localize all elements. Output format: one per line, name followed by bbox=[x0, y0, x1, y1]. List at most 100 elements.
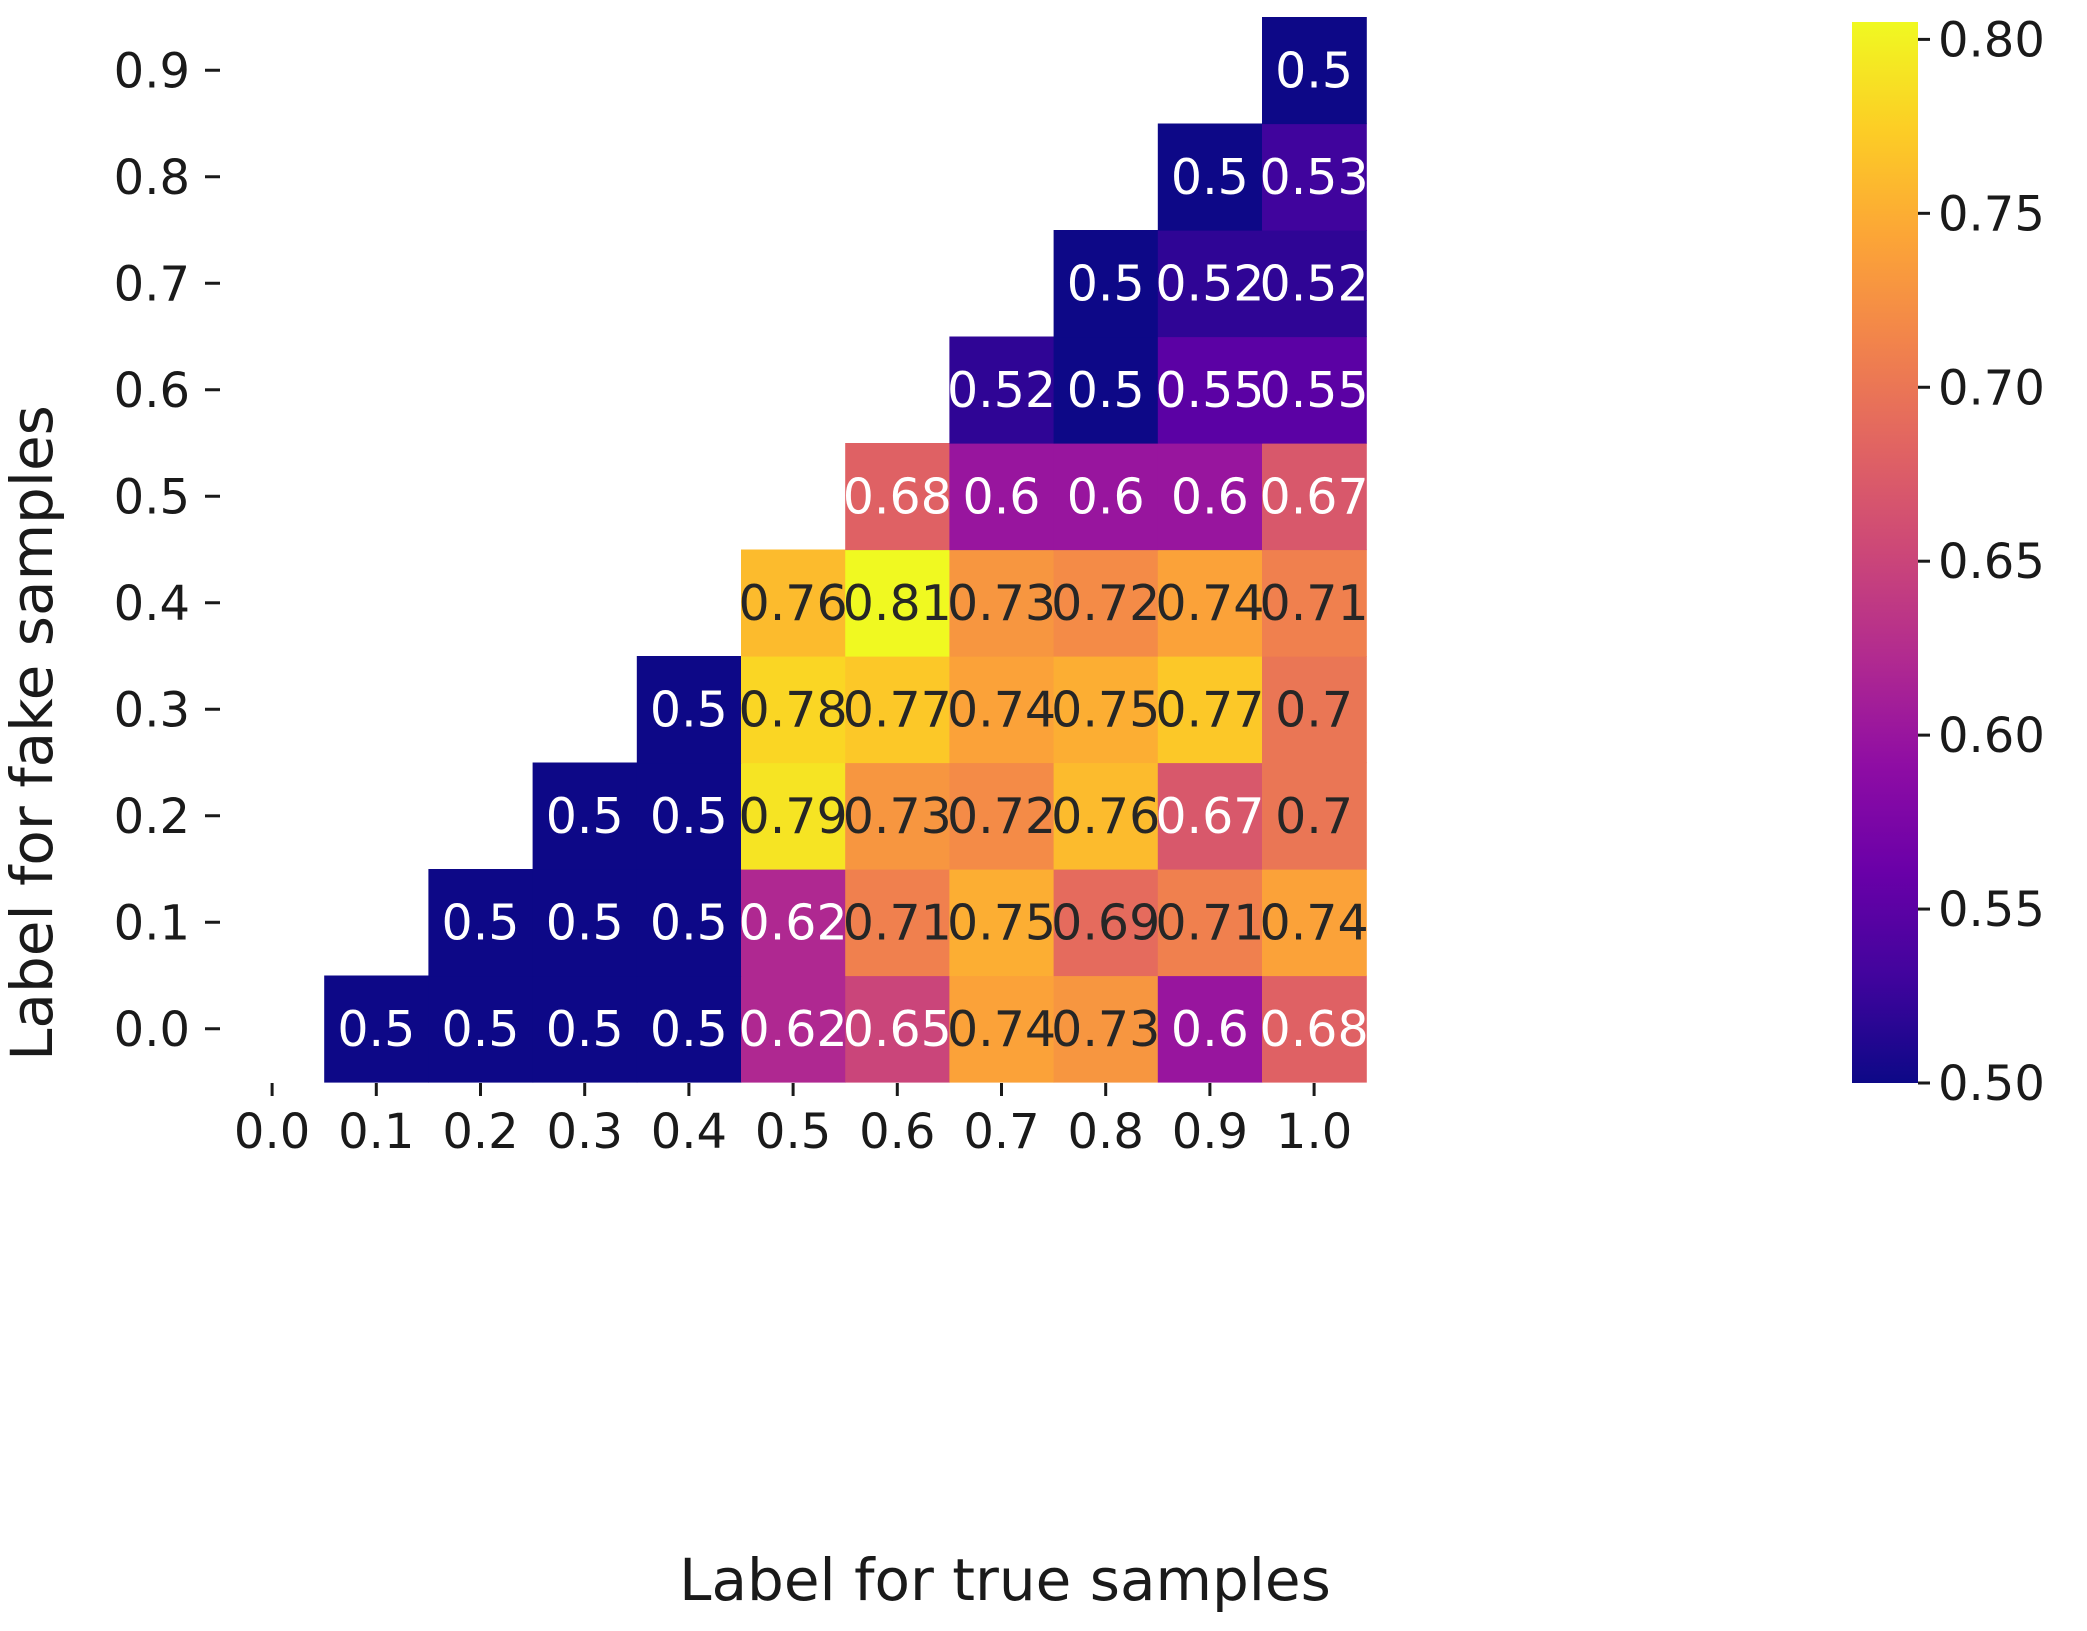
heatmap-cell bbox=[1157, 762, 1263, 870]
x-axis-label: Label for true samples bbox=[679, 1546, 1331, 1614]
heatmap-cell bbox=[1053, 975, 1159, 1083]
cell-value-label: 0.5 bbox=[546, 1001, 624, 1058]
cell-value-label: 0.7 bbox=[1275, 681, 1353, 738]
cell-value-label: 0.5 bbox=[650, 1001, 728, 1058]
heatmap-cell bbox=[1262, 123, 1367, 231]
y-tick-label: 0.8 bbox=[114, 150, 190, 206]
cell-value-label: 0.72 bbox=[947, 788, 1056, 845]
colorbar-tick-label: 0.75 bbox=[1938, 186, 2045, 242]
heatmap-cell bbox=[532, 762, 638, 870]
heatmap-cell bbox=[949, 336, 1055, 444]
cell-value-label: 0.52 bbox=[1260, 255, 1369, 312]
cell-value-label: 0.74 bbox=[1155, 575, 1264, 632]
x-tick-label: 0.2 bbox=[442, 1104, 518, 1160]
cell-value-label: 0.67 bbox=[1260, 468, 1369, 525]
heatmap-cell bbox=[845, 762, 950, 870]
heatmap-cell bbox=[636, 656, 742, 764]
y-tick-label: 0.6 bbox=[114, 363, 190, 419]
heatmap-cell bbox=[1053, 230, 1159, 338]
x-axis: 0.0 0.1 0.2 0.3 0.4 0.5 0.6 0.7 0.8 0.9 1.0 bbox=[234, 1083, 1352, 1160]
heatmap-cell bbox=[1157, 975, 1263, 1083]
heatmap-cell bbox=[1053, 869, 1159, 977]
heatmap-cell bbox=[1262, 975, 1367, 1083]
x-tick-label: 0.5 bbox=[755, 1104, 831, 1160]
cell-value-label: 0.62 bbox=[739, 1001, 848, 1058]
y-axis-label: Label for fake samples bbox=[0, 405, 66, 1061]
cell-value-label: 0.71 bbox=[843, 894, 952, 951]
x-tick-label: 0.1 bbox=[338, 1104, 414, 1160]
x-tick-label: 0.9 bbox=[1172, 1104, 1248, 1160]
heatmap-cell bbox=[1157, 123, 1263, 231]
y-tick-label: 0.5 bbox=[114, 469, 190, 525]
y-tick-label: 0.4 bbox=[114, 576, 190, 632]
colorbar-tick-label: 0.60 bbox=[1938, 708, 2045, 764]
heatmap-cell bbox=[741, 762, 846, 870]
y-tick-label: 0.0 bbox=[114, 1002, 190, 1058]
heatmap-cell bbox=[1157, 336, 1263, 444]
cell-value-label: 0.73 bbox=[843, 788, 952, 845]
heatmap-cell bbox=[1262, 549, 1367, 657]
cell-value-label: 0.68 bbox=[843, 468, 952, 525]
colorbar-tick-label: 0.80 bbox=[1938, 12, 2045, 68]
heatmap-cell bbox=[532, 869, 638, 977]
heatmap-cell bbox=[845, 975, 950, 1083]
cell-value-label: 0.76 bbox=[739, 575, 848, 632]
cell-value-label: 0.73 bbox=[947, 575, 1056, 632]
cell-value-label: 0.5 bbox=[650, 681, 728, 738]
cell-value-label: 0.77 bbox=[1155, 681, 1264, 738]
heatmap-cell bbox=[1262, 656, 1367, 764]
heatmap-cell bbox=[741, 656, 846, 764]
heatmap-cell bbox=[1262, 762, 1367, 870]
cell-value-label: 0.74 bbox=[947, 681, 1056, 738]
cell-value-label: 0.65 bbox=[843, 1001, 952, 1058]
y-tick-label: 0.1 bbox=[114, 895, 190, 951]
heatmap-cell-labels: 0.5 0.5 0.5 0.5 0.620.650.740.73 0.6 0.680.5 0.… bbox=[337, 42, 1368, 1058]
heatmap-cell bbox=[1262, 443, 1367, 551]
heatmap-cell bbox=[845, 869, 950, 977]
heatmap-cell bbox=[1053, 549, 1159, 657]
cell-value-label: 0.5 bbox=[442, 894, 520, 951]
heatmap-cell bbox=[845, 656, 950, 764]
cell-value-label: 0.5 bbox=[650, 788, 728, 845]
heatmap-cell bbox=[1262, 336, 1367, 444]
heatmap-cell bbox=[741, 975, 846, 1083]
y-tick-label: 0.3 bbox=[114, 682, 190, 738]
heatmap-cell bbox=[1262, 230, 1367, 338]
heatmap-cell bbox=[428, 975, 534, 1083]
heatmap-cell bbox=[1262, 869, 1367, 977]
cell-value-label: 0.55 bbox=[1155, 362, 1264, 419]
cell-value-label: 0.75 bbox=[1051, 681, 1160, 738]
y-tick-label: 0.7 bbox=[114, 256, 190, 312]
cell-value-label: 0.53 bbox=[1260, 149, 1369, 206]
cell-value-label: 0.75 bbox=[947, 894, 1056, 951]
heatmap-cell bbox=[636, 869, 742, 977]
heatmap-cell bbox=[1157, 656, 1263, 764]
heatmap-cell bbox=[324, 975, 429, 1083]
x-tick-label: 0.6 bbox=[859, 1104, 935, 1160]
heatmap-cell bbox=[949, 975, 1055, 1083]
heatmap-cell bbox=[1157, 549, 1263, 657]
heatmap-cell bbox=[1157, 230, 1263, 338]
x-tick-label: 1.0 bbox=[1276, 1104, 1352, 1160]
heatmap-cell bbox=[949, 869, 1055, 977]
cell-value-label: 0.79 bbox=[739, 788, 848, 845]
heatmap-cell bbox=[1053, 336, 1159, 444]
heatmap-cell bbox=[1053, 762, 1159, 870]
colorbar-tick-label: 0.55 bbox=[1938, 882, 2045, 938]
cell-value-label: 0.67 bbox=[1155, 788, 1264, 845]
cell-value-label: 0.69 bbox=[1051, 894, 1160, 951]
heatmap-cell bbox=[1053, 656, 1159, 764]
y-tick-label: 0.2 bbox=[114, 789, 190, 845]
heatmap-cell bbox=[845, 443, 950, 551]
cell-value-label: 0.6 bbox=[1171, 1001, 1249, 1058]
cell-value-label: 0.5 bbox=[546, 788, 624, 845]
heatmap-cell bbox=[949, 549, 1055, 657]
cell-value-label: 0.74 bbox=[947, 1001, 1056, 1058]
heatmap-cell bbox=[636, 762, 742, 870]
cell-value-label: 0.76 bbox=[1051, 788, 1160, 845]
cell-value-label: 0.5 bbox=[337, 1001, 415, 1058]
heatmap-cell bbox=[1053, 443, 1159, 551]
colorbar-tick-label: 0.65 bbox=[1938, 534, 2045, 590]
cell-value-label: 0.55 bbox=[1260, 362, 1369, 419]
